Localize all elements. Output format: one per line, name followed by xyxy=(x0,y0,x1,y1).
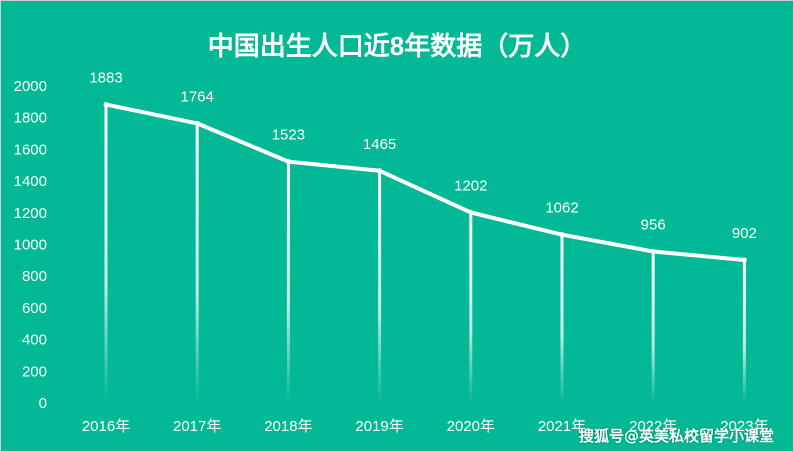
data-point xyxy=(103,102,109,108)
y-tick-label: 0 xyxy=(39,395,47,412)
y-tick-label: 800 xyxy=(22,268,47,285)
drop-line xyxy=(651,251,655,403)
series-line-group xyxy=(103,102,747,263)
chart-title: 中国出生人口近8年数据（万人） xyxy=(208,31,586,61)
data-point xyxy=(741,257,747,263)
data-point xyxy=(285,159,291,165)
x-tick-label: 2022年 xyxy=(629,418,677,435)
drop-line xyxy=(378,170,382,403)
data-label: 1465 xyxy=(363,136,396,153)
data-label: 902 xyxy=(732,225,757,242)
y-tick-label: 1200 xyxy=(14,205,47,222)
x-tick-label: 2016年 xyxy=(82,418,130,435)
drop-line xyxy=(560,234,564,403)
data-label: 1523 xyxy=(272,127,305,144)
y-tick-label: 600 xyxy=(22,300,47,317)
y-axis: 0 200 400 600 800 1000 1200 1400 1600 1800 2000 xyxy=(14,78,47,412)
x-axis: 2016年 2017年 2018年 2019年 2020年 2021年 2022年 2023年 xyxy=(82,418,769,435)
drop-line xyxy=(195,123,199,403)
data-point xyxy=(468,209,474,215)
series-line xyxy=(104,102,747,263)
drop-line xyxy=(286,161,290,403)
y-tick-label: 1600 xyxy=(14,141,47,158)
y-tick-label: 1000 xyxy=(14,237,47,254)
drop-lines xyxy=(104,104,746,404)
data-point xyxy=(650,248,656,254)
y-tick-label: 400 xyxy=(22,332,47,349)
x-tick-label: 2018年 xyxy=(264,418,312,435)
data-point xyxy=(194,120,200,126)
data-label: 1062 xyxy=(545,200,578,217)
data-labels: 1883 1764 1523 1465 1202 1062 956 902 xyxy=(89,70,757,242)
y-tick-label: 200 xyxy=(22,363,47,380)
watermark-text: 搜狐号@英美私校留学小课堂 xyxy=(579,427,775,445)
x-tick-label: 2023年 xyxy=(720,418,768,435)
x-tick-label: 2021年 xyxy=(538,418,586,435)
data-label: 1764 xyxy=(181,88,214,105)
data-point xyxy=(559,232,565,238)
y-tick-label: 1400 xyxy=(14,173,47,190)
x-tick-label: 2020年 xyxy=(447,418,495,435)
data-label: 956 xyxy=(641,216,666,233)
data-label: 1883 xyxy=(89,70,122,87)
y-tick-label: 1800 xyxy=(14,110,47,127)
x-tick-label: 2017年 xyxy=(173,418,221,435)
drop-line xyxy=(742,260,746,403)
data-point xyxy=(377,168,383,174)
drop-line xyxy=(469,212,473,403)
x-tick-label: 2019年 xyxy=(355,418,403,435)
y-tick-label: 2000 xyxy=(14,78,47,95)
drop-line xyxy=(104,104,108,404)
data-label: 1202 xyxy=(454,177,487,194)
